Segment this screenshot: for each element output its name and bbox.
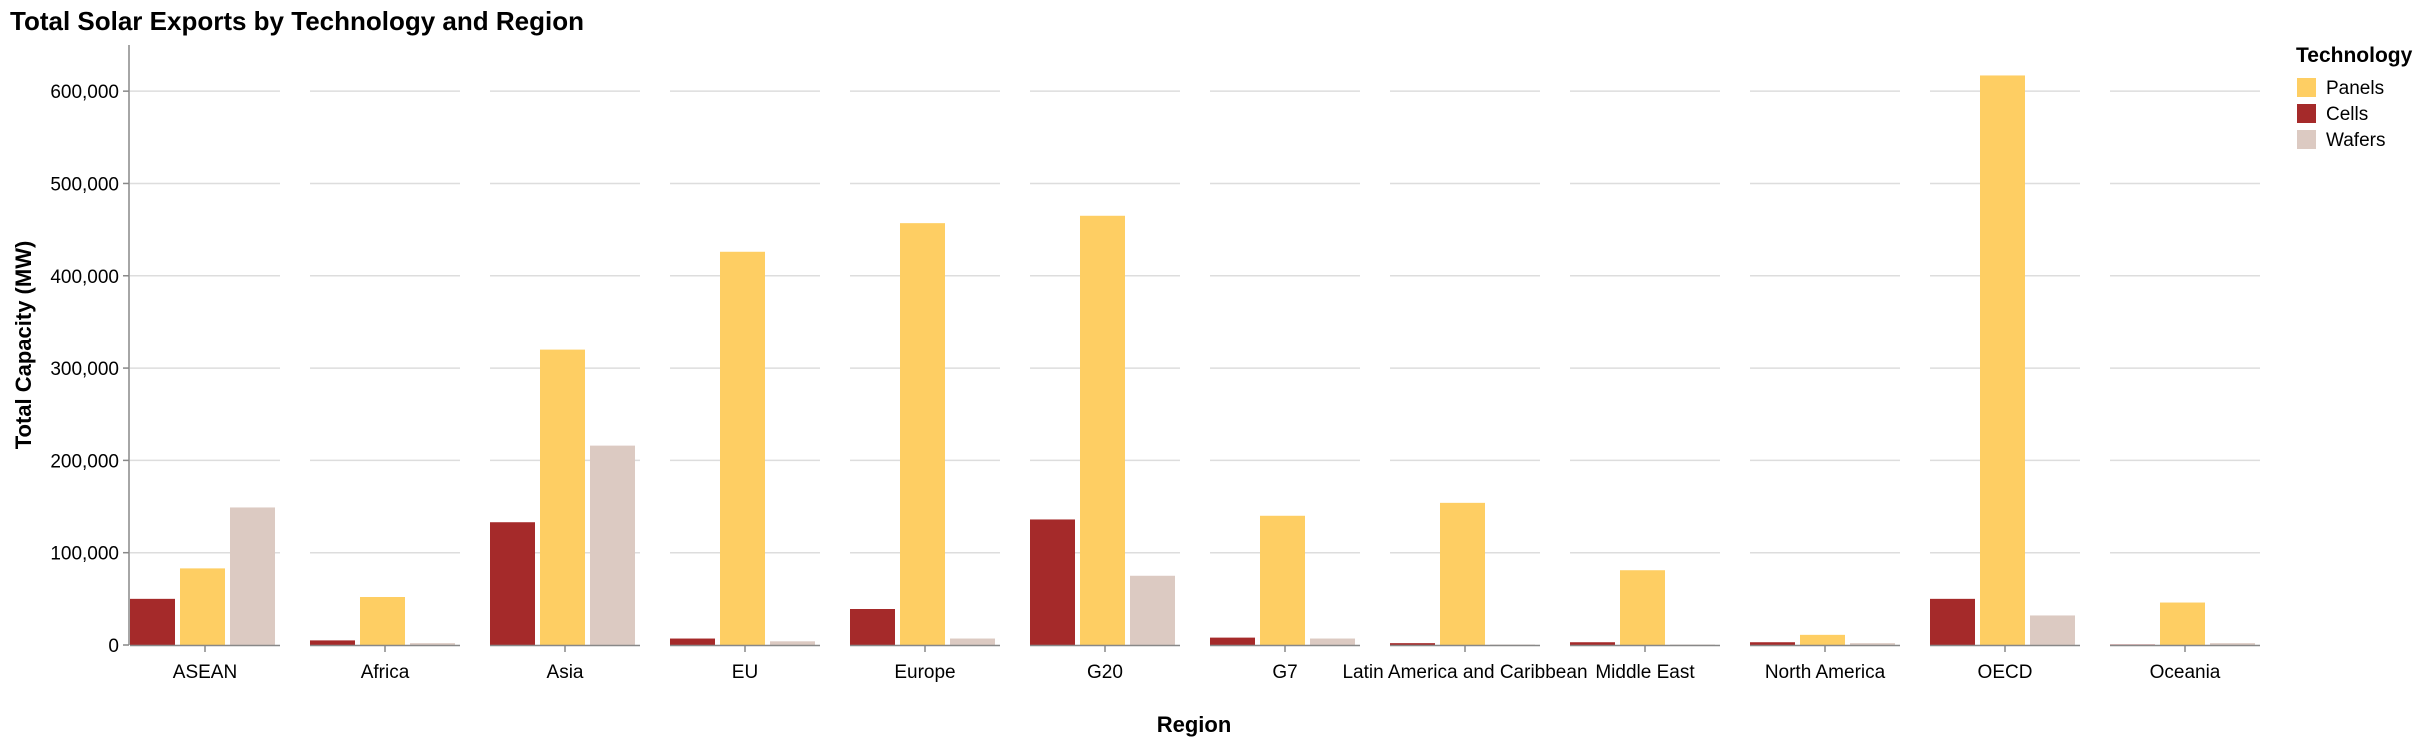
x-tick-label: Oceania — [2150, 662, 2221, 683]
bar-panels — [540, 349, 585, 645]
bar-panels — [180, 568, 225, 645]
x-tick-label: Middle East — [1595, 662, 1695, 683]
chart-title: Total Solar Exports by Technology and Re… — [10, 6, 584, 36]
y-tick-label: 400,000 — [50, 267, 119, 288]
axes: ASEAN Africa Asia EU Europe G20 G7 Latin Americ… — [50, 45, 2260, 683]
bar-panels — [1260, 515, 1305, 645]
legend-swatch-panels — [2297, 78, 2316, 97]
legend-label-wafers: Wafers — [2326, 130, 2385, 151]
y-tick-label: 300,000 — [50, 359, 119, 380]
x-tick-label: Europe — [894, 662, 955, 683]
x-tick-label: G20 — [1087, 662, 1123, 683]
bar-wafers — [770, 641, 815, 645]
bars — [130, 75, 2255, 645]
legend-label-panels: Panels — [2326, 78, 2384, 99]
bar-panels — [1620, 570, 1665, 645]
y-tick-label: 500,000 — [50, 174, 119, 195]
x-axis-title: Region — [1157, 712, 1232, 737]
bar-wafers — [1310, 638, 1355, 645]
bar-wafers — [590, 445, 635, 645]
bar-cells — [310, 640, 355, 645]
gridlines — [130, 90, 2260, 554]
bar-wafers — [2030, 615, 2075, 645]
y-tick-label: 0 — [108, 636, 119, 657]
bar-panels — [1080, 215, 1125, 645]
bar-wafers — [1130, 575, 1175, 645]
x-tick-label: OECD — [1978, 662, 2033, 683]
bar-cells — [490, 522, 535, 645]
x-tick-label: Africa — [361, 662, 410, 683]
x-tick-label: North America — [1765, 662, 1886, 683]
bar-wafers — [950, 638, 995, 645]
y-tick-label: 200,000 — [50, 451, 119, 472]
bar-wafers — [2210, 643, 2255, 645]
bar-cells — [850, 609, 895, 645]
x-tick-label: Latin America and Caribbean — [1342, 662, 1587, 683]
bar-cells — [1570, 642, 1615, 645]
bar-wafers — [410, 643, 455, 645]
bar-panels — [1980, 75, 2025, 645]
bar-panels — [360, 597, 405, 645]
legend-swatch-cells — [2297, 104, 2316, 123]
legend-title: Technology — [2296, 44, 2413, 67]
legend: Technology Panels Cells Wafers — [2296, 44, 2413, 151]
y-tick-label: 600,000 — [50, 82, 119, 103]
legend-swatch-wafers — [2297, 130, 2316, 149]
bar-cells — [1750, 642, 1795, 645]
x-tick-label: G7 — [1272, 662, 1297, 683]
bar-panels — [2160, 602, 2205, 645]
bar-cells — [670, 638, 715, 645]
bar-panels — [720, 251, 765, 645]
legend-label-cells: Cells — [2326, 104, 2368, 125]
x-tick-label: ASEAN — [173, 662, 237, 683]
bar-panels — [1800, 634, 1845, 645]
y-axis-title: Total Capacity (MW) — [11, 241, 36, 450]
bar-cells — [1390, 643, 1435, 645]
x-tick-label: EU — [732, 662, 758, 683]
bar-cells — [1930, 598, 1975, 645]
bar-wafers — [230, 507, 275, 645]
x-tick-label: Asia — [547, 662, 584, 683]
bar-cells — [1210, 637, 1255, 645]
bar-cells — [130, 598, 175, 645]
bar-wafers — [1850, 643, 1895, 645]
bar-cells — [1030, 519, 1075, 645]
y-tick-label: 100,000 — [50, 544, 119, 565]
bar-panels — [1440, 502, 1485, 645]
bar-panels — [900, 223, 945, 645]
